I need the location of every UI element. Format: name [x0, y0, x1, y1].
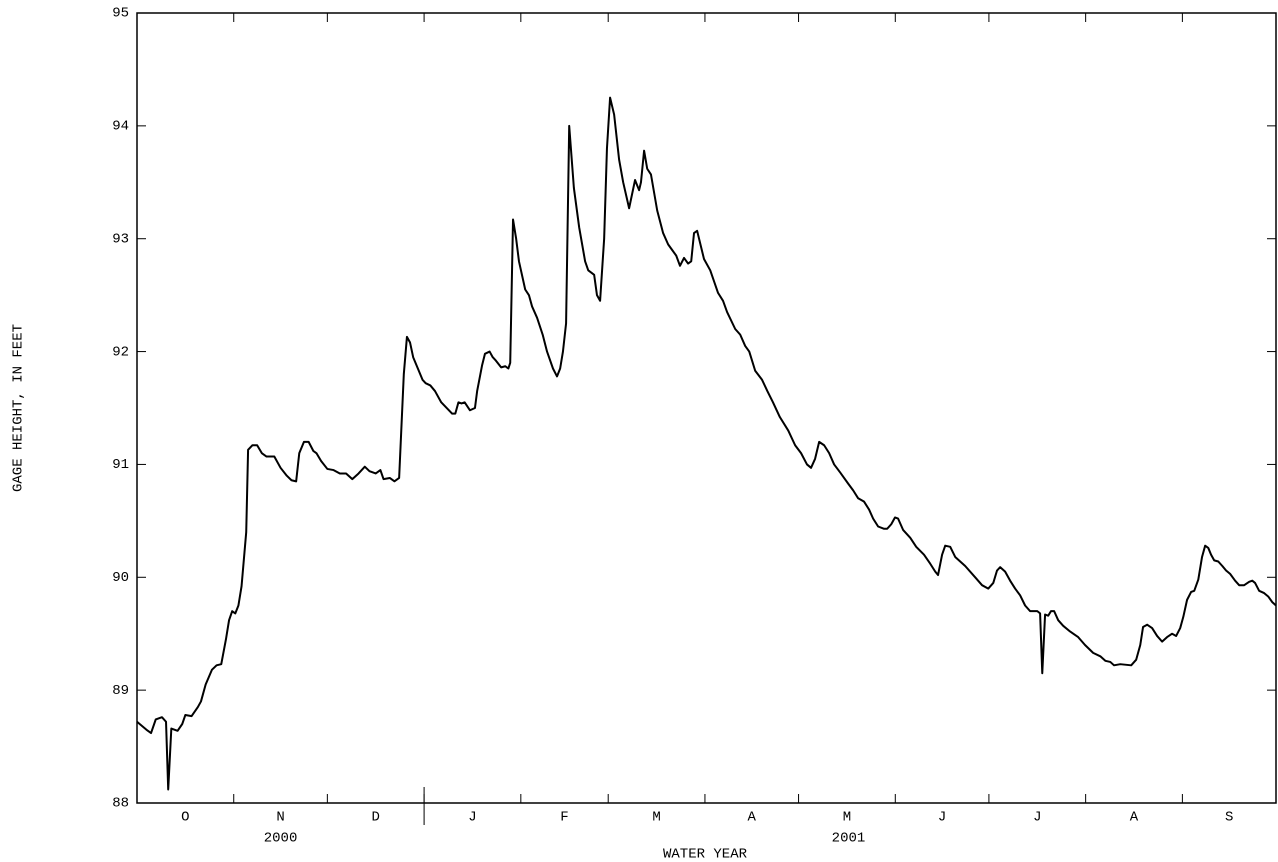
- x-tick-label: S: [1225, 810, 1233, 826]
- y-tick-label: 89: [112, 683, 129, 699]
- y-tick-label: 93: [112, 231, 129, 247]
- x-tick-label: J: [468, 810, 476, 826]
- data-line: [136, 96, 1277, 791]
- x-tick-label: O: [181, 810, 189, 826]
- x-tick-label: J: [938, 810, 946, 826]
- x-tick-label: D: [372, 810, 380, 826]
- x-axis-title: WATER YEAR: [663, 847, 748, 862]
- y-tick-label: 91: [112, 457, 129, 473]
- x-tick-label: M: [652, 810, 660, 826]
- x-tick-label: N: [276, 810, 284, 826]
- y-tick-label: 90: [112, 570, 129, 586]
- x-tick-label: A: [748, 810, 757, 826]
- x-tick-label: A: [1130, 810, 1139, 826]
- y-axis-title: GAGE HEIGHT, IN FEET: [11, 324, 27, 492]
- plot-frame: [136, 12, 1277, 804]
- y-tick-label: 88: [112, 796, 129, 812]
- x-tick-label: M: [843, 810, 851, 826]
- x-tick-label: J: [1033, 810, 1041, 826]
- x-tick-label: F: [560, 810, 568, 826]
- year-label: 2000: [264, 831, 298, 847]
- y-tick-label: 95: [112, 6, 129, 22]
- year-label: 2001: [832, 831, 866, 847]
- y-tick-label: 94: [112, 119, 129, 135]
- y-tick-label: 92: [112, 344, 129, 360]
